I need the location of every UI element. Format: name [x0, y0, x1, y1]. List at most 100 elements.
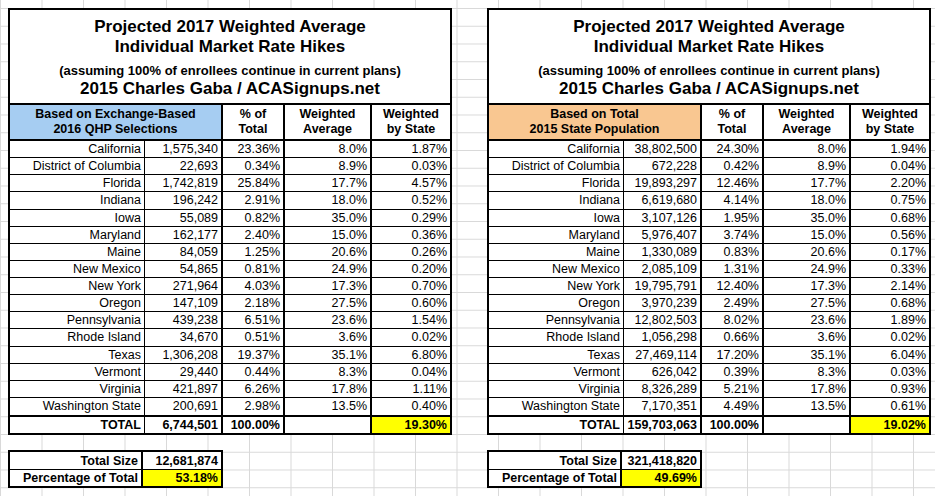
cell-state[interactable]: New York	[10, 278, 145, 294]
cell-state[interactable]: New Mexico	[489, 261, 624, 277]
cell-pct-of-total[interactable]: 0.39%	[702, 364, 764, 380]
cell-state[interactable]: Iowa	[489, 210, 624, 226]
cell-pct-of-total[interactable]: 25.84%	[223, 175, 285, 191]
cell-value[interactable]: 6,619,680	[624, 192, 702, 208]
cell-weighted-by-state[interactable]: 1.11%	[372, 381, 450, 397]
header-weighted-average[interactable]: Weighted Average	[285, 105, 372, 139]
cell-weighted-by-state[interactable]: 0.40%	[372, 398, 450, 415]
cell-pct-of-total[interactable]: 1.95%	[702, 210, 764, 226]
cell-weighted-average[interactable]: 17.7%	[764, 175, 851, 191]
cell-pct-of-total[interactable]: 12.46%	[702, 175, 764, 191]
cell-pct-of-total[interactable]: 24.30%	[702, 141, 764, 157]
cell-weighted-average[interactable]: 24.9%	[285, 261, 372, 277]
cell-pct-of-total[interactable]: 0.34%	[223, 158, 285, 174]
cell-weighted-by-state[interactable]: 0.17%	[851, 244, 929, 260]
cell-weighted-average[interactable]: 27.5%	[285, 295, 372, 311]
cell-weighted-by-state[interactable]: 0.52%	[372, 192, 450, 208]
cell-pct-of-total[interactable]: 8.02%	[702, 312, 764, 328]
cell-state[interactable]: District of Columbia	[489, 158, 624, 174]
cell-weighted-average[interactable]: 8.0%	[764, 141, 851, 157]
cell-weighted-average[interactable]: 8.3%	[764, 364, 851, 380]
cell-value[interactable]: 29,440	[145, 364, 223, 380]
cell-weighted-by-state[interactable]: 0.70%	[372, 278, 450, 294]
cell-state[interactable]: Florida	[10, 175, 145, 191]
cell-state[interactable]: Vermont	[489, 364, 624, 380]
cell-state[interactable]: Texas	[10, 347, 145, 363]
cell-value[interactable]: 3,107,126	[624, 210, 702, 226]
cell-value[interactable]: 421,897	[145, 381, 223, 397]
cell-value[interactable]: 22,693	[145, 158, 223, 174]
cell-weighted-by-state[interactable]: 0.29%	[372, 210, 450, 226]
cell-pct-of-total[interactable]: 6.51%	[223, 312, 285, 328]
cell-state[interactable]: Maine	[489, 244, 624, 260]
cell-pct-of-total[interactable]: 2.18%	[223, 295, 285, 311]
cell-state[interactable]: District of Columbia	[10, 158, 145, 174]
cell-weighted-average[interactable]: 35.1%	[764, 347, 851, 363]
cell-weighted-by-state[interactable]: 0.04%	[372, 364, 450, 380]
cell-weighted-average[interactable]: 8.9%	[764, 158, 851, 174]
right-table-title-cell[interactable]: Projected 2017 Weighted Average Individu…	[489, 10, 929, 105]
left-table-title-cell[interactable]: Projected 2017 Weighted Average Individu…	[10, 10, 450, 105]
cell-state[interactable]: Pennsylvania	[489, 312, 624, 328]
cell-value[interactable]: 200,691	[145, 398, 223, 415]
cell-state[interactable]: Virginia	[489, 381, 624, 397]
cell-state[interactable]: California	[10, 141, 145, 157]
cell-value[interactable]: 38,802,500	[624, 141, 702, 157]
total-pct-cell[interactable]: 100.00%	[702, 417, 764, 433]
cell-value[interactable]: 439,238	[145, 312, 223, 328]
cell-pct-of-total[interactable]: 6.26%	[223, 381, 285, 397]
total-wstate-cell[interactable]: 19.02%	[851, 417, 929, 433]
cell-pct-of-total[interactable]: 0.82%	[223, 210, 285, 226]
cell-pct-of-total[interactable]: 23.36%	[223, 141, 285, 157]
cell-weighted-average[interactable]: 17.8%	[764, 381, 851, 397]
cell-value[interactable]: 2,085,109	[624, 261, 702, 277]
header-pct-of-total[interactable]: % of Total	[702, 105, 764, 139]
cell-state[interactable]: Florida	[489, 175, 624, 191]
cell-value[interactable]: 672,228	[624, 158, 702, 174]
header-basis-cell[interactable]: Based on Total 2015 State Population	[489, 105, 702, 139]
cell-weighted-average[interactable]: 17.3%	[764, 278, 851, 294]
cell-value[interactable]: 1,056,298	[624, 329, 702, 345]
cell-pct-of-total[interactable]: 17.20%	[702, 347, 764, 363]
cell-pct-of-total[interactable]: 2.49%	[702, 295, 764, 311]
cell-state[interactable]: Maine	[10, 244, 145, 260]
cell-state[interactable]: Pennsylvania	[10, 312, 145, 328]
header-weighted-by-state[interactable]: Weighted by State	[851, 105, 929, 139]
cell-weighted-average[interactable]: 35.0%	[285, 210, 372, 226]
cell-weighted-by-state[interactable]: 1.89%	[851, 312, 929, 328]
cell-state[interactable]: Vermont	[10, 364, 145, 380]
cell-weighted-by-state[interactable]: 0.56%	[851, 227, 929, 243]
cell-state[interactable]: Maryland	[489, 227, 624, 243]
cell-weighted-average[interactable]: 23.6%	[285, 312, 372, 328]
cell-pct-of-total[interactable]: 2.98%	[223, 398, 285, 415]
cell-state[interactable]: California	[489, 141, 624, 157]
header-weighted-average[interactable]: Weighted Average	[764, 105, 851, 139]
cell-weighted-average[interactable]: 8.3%	[285, 364, 372, 380]
header-pct-of-total[interactable]: % of Total	[223, 105, 285, 139]
total-size-label[interactable]: Total Size	[10, 452, 143, 469]
cell-weighted-by-state[interactable]: 0.93%	[851, 381, 929, 397]
cell-weighted-by-state[interactable]: 0.04%	[851, 158, 929, 174]
cell-state[interactable]: Iowa	[10, 210, 145, 226]
total-wstate-cell[interactable]: 19.30%	[372, 417, 450, 433]
cell-state[interactable]: Indiana	[489, 192, 624, 208]
cell-weighted-by-state[interactable]: 6.80%	[372, 347, 450, 363]
cell-weighted-average[interactable]: 17.8%	[285, 381, 372, 397]
cell-weighted-by-state[interactable]: 0.26%	[372, 244, 450, 260]
cell-value[interactable]: 27,469,114	[624, 347, 702, 363]
cell-value[interactable]: 84,059	[145, 244, 223, 260]
cell-pct-of-total[interactable]: 3.74%	[702, 227, 764, 243]
cell-weighted-average[interactable]: 35.0%	[764, 210, 851, 226]
cell-weighted-average[interactable]: 8.0%	[285, 141, 372, 157]
cell-value[interactable]: 1,742,819	[145, 175, 223, 191]
cell-weighted-average[interactable]: 8.9%	[285, 158, 372, 174]
cell-weighted-by-state[interactable]: 1.54%	[372, 312, 450, 328]
cell-state[interactable]: Rhode Island	[489, 329, 624, 345]
cell-weighted-average[interactable]: 27.5%	[764, 295, 851, 311]
total-size-value[interactable]: 321,418,820	[622, 452, 700, 469]
cell-weighted-by-state[interactable]: 0.03%	[372, 158, 450, 174]
cell-weighted-average[interactable]: 17.7%	[285, 175, 372, 191]
cell-pct-of-total[interactable]: 4.03%	[223, 278, 285, 294]
cell-pct-of-total[interactable]: 0.66%	[702, 329, 764, 345]
cell-weighted-by-state[interactable]: 4.57%	[372, 175, 450, 191]
